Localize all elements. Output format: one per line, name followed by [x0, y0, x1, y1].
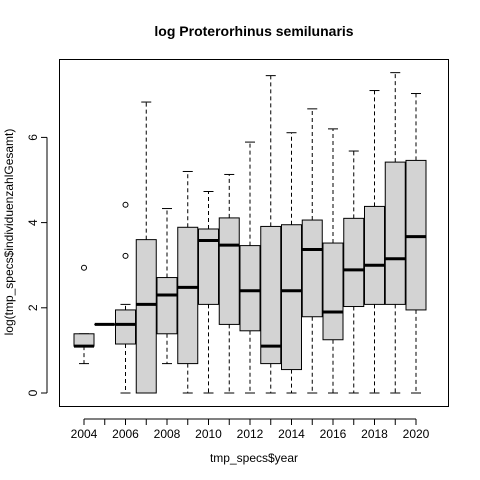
box-body	[239, 245, 261, 332]
outlier-point	[81, 264, 87, 271]
box-body	[135, 239, 157, 394]
x-tick-label: 2020	[403, 427, 430, 441]
y-tick-label: 4	[26, 219, 40, 226]
x-tick-label: 2018	[361, 427, 388, 441]
y-tick-label: 0	[26, 389, 40, 396]
plot-frame	[59, 59, 449, 407]
box-2017	[343, 150, 365, 394]
box-2018	[364, 90, 385, 394]
box-2004	[73, 264, 95, 365]
x-tick-label: 2010	[195, 427, 222, 441]
box-2012	[239, 141, 261, 394]
outlier-point	[122, 252, 129, 259]
box-2013	[260, 75, 282, 394]
x-tick-label: 2004	[71, 427, 98, 441]
x-tick-label: 2012	[237, 427, 264, 441]
box-2008	[156, 208, 178, 365]
box-body	[322, 242, 344, 341]
x-tick-label: 2016	[320, 427, 347, 441]
box-2015	[301, 108, 323, 394]
box-2011	[218, 173, 240, 394]
box-2006	[115, 201, 136, 394]
x-tick-label: 2006	[112, 427, 139, 441]
y-axis: 0 2 4 6	[26, 134, 48, 396]
box-body	[301, 219, 323, 318]
box-body	[73, 333, 95, 347]
box-body	[218, 217, 240, 325]
box-body	[343, 217, 365, 308]
box-2019	[384, 72, 406, 394]
x-axis-label: tmp_specs$year	[210, 451, 298, 465]
x-tick-label: 2008	[154, 427, 181, 441]
box-2014	[281, 132, 302, 394]
y-tick-label: 6	[26, 134, 40, 141]
box-body	[115, 309, 136, 345]
y-axis-label: log(tmp_specs$individuenzahlGesamt)	[2, 129, 16, 336]
x-axis: 2004 2006 2008 2010 2012 2014 2016 2018 2020	[71, 418, 430, 441]
box-body	[198, 228, 219, 305]
box-body	[156, 277, 178, 335]
box-2020	[405, 93, 427, 394]
box-2010	[198, 191, 219, 394]
box-2007	[135, 101, 157, 394]
y-tick-label: 2	[26, 304, 40, 311]
box-body	[364, 205, 385, 305]
box-body	[384, 161, 406, 305]
chart-title: log Proterorhinus semilunaris	[154, 23, 353, 39]
box-2009	[177, 170, 199, 394]
box-body	[177, 226, 199, 365]
outlier-point	[122, 201, 129, 208]
box-body	[281, 224, 302, 371]
boxes-layer	[73, 72, 427, 394]
x-tick-label: 2014	[278, 427, 305, 441]
box-body	[260, 225, 282, 365]
box-2016	[322, 128, 344, 394]
